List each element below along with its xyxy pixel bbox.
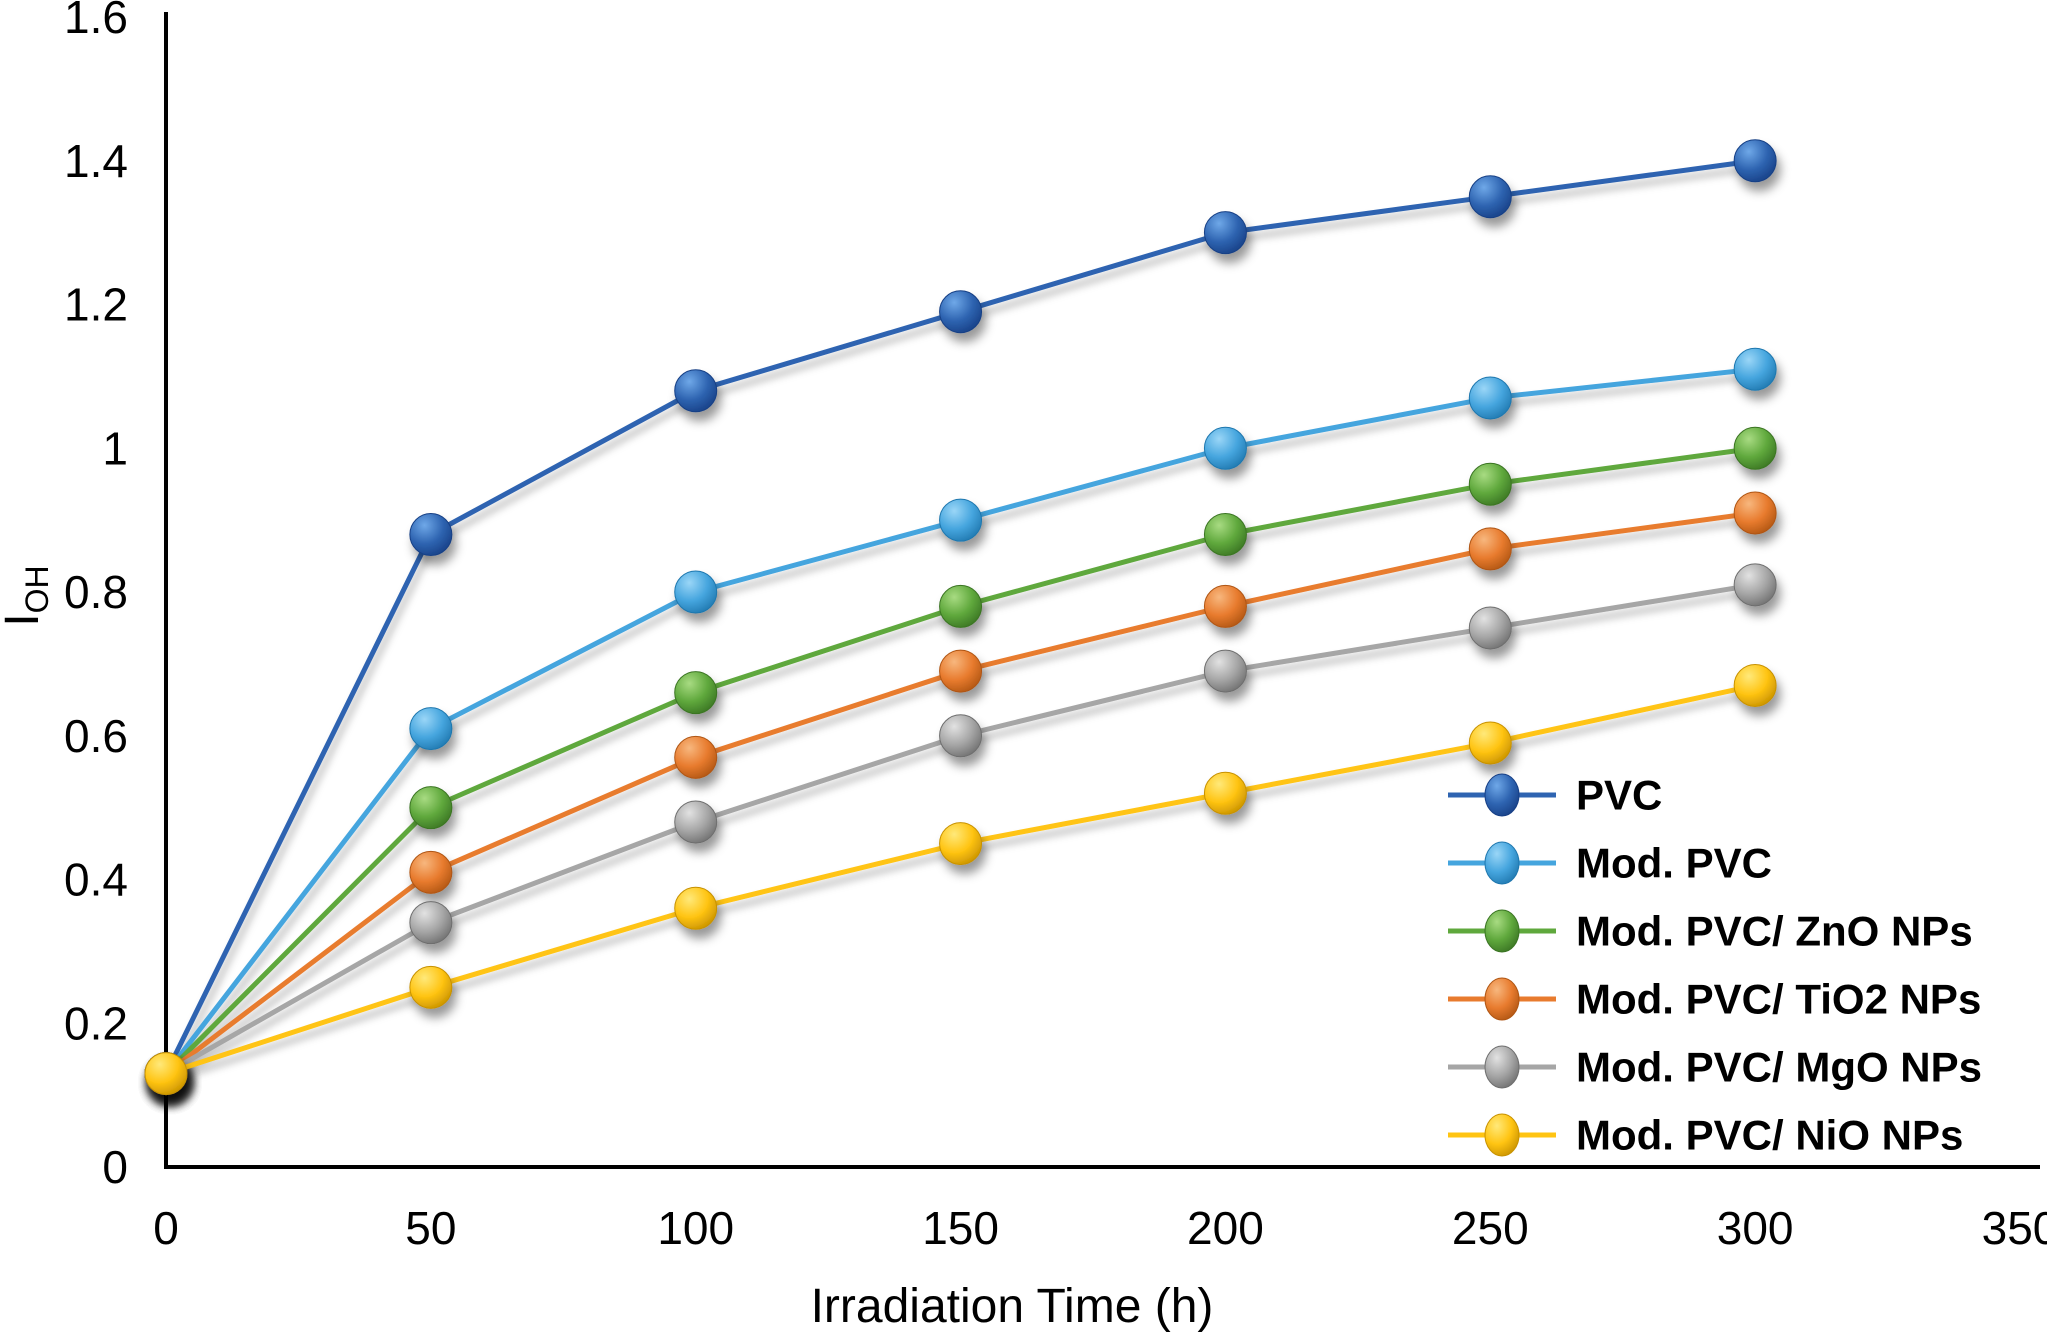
- legend-label: Mod. PVC/ TiO2 NPs: [1576, 976, 1981, 1023]
- data-point-marker: [1203, 649, 1247, 693]
- data-point-marker: [939, 290, 983, 334]
- data-point-marker: [1468, 721, 1512, 765]
- y-axis-title: IOH: [0, 565, 55, 626]
- data-point-marker: [674, 800, 718, 844]
- y-axis-title-sub: OH: [19, 565, 55, 613]
- data-point-marker: [1203, 771, 1247, 815]
- data-point-marker: [674, 735, 718, 779]
- data-point-marker: [674, 886, 718, 930]
- y-tick-label: 0.8: [64, 566, 128, 618]
- data-point-marker: [1733, 139, 1777, 183]
- series-mod-pvc: [144, 347, 1777, 1096]
- data-point-marker: [674, 369, 718, 413]
- data-point-marker: [1733, 491, 1777, 535]
- x-axis-title: Irradiation Time (h): [811, 1280, 1214, 1333]
- y-axis-title-main: I: [0, 613, 49, 626]
- legend-item-mod-pvc-mgo-nps: Mod. PVC/ MgO NPs: [1448, 1044, 1982, 1091]
- data-point-marker: [674, 570, 718, 614]
- data-point-marker: [1468, 527, 1512, 571]
- legend-label: Mod. PVC/ ZnO NPs: [1576, 908, 1973, 955]
- axes: 0 0.2 0.4 0.6 0.8 1 1.2 1.4 1.6 0 50 100 150 200 250 30…: [64, 0, 2047, 1254]
- y-tick-label: 0.6: [64, 710, 128, 762]
- y-tick-label: 1: [102, 422, 128, 474]
- legend-marker-icon: [1484, 773, 1520, 817]
- data-point-marker: [409, 901, 453, 945]
- y-tick-label: 1.2: [64, 279, 128, 331]
- y-tick-label: 0.4: [64, 854, 128, 906]
- legend-marker-icon: [1484, 841, 1520, 885]
- x-tick-label: 250: [1452, 1202, 1529, 1254]
- data-point-marker: [409, 965, 453, 1009]
- series-mod-pvc-nio-nps: [144, 663, 1777, 1096]
- data-point-marker: [409, 786, 453, 830]
- data-point-marker: [1468, 462, 1512, 506]
- y-tick-label: 0: [102, 1141, 128, 1193]
- legend-item-mod-pvc-tio2-nps: Mod. PVC/ TiO2 NPs: [1448, 976, 1981, 1023]
- x-tick-label: 300: [1717, 1202, 1794, 1254]
- legend-label: Mod. PVC/ NiO NPs: [1576, 1112, 1963, 1159]
- x-tick-label: 50: [405, 1202, 456, 1254]
- y-tick-label: 0.2: [64, 997, 128, 1049]
- data-point-marker: [144, 1052, 188, 1096]
- legend-item-mod-pvc-zno-nps: Mod. PVC/ ZnO NPs: [1448, 908, 1973, 955]
- legend-item-mod-pvc-nio-nps: Mod. PVC/ NiO NPs: [1448, 1112, 1963, 1159]
- data-point-marker: [939, 498, 983, 542]
- data-point-marker: [1203, 513, 1247, 556]
- data-point-marker: [1733, 426, 1777, 470]
- legend: PVC Mod. PVC Mod. PVC/ ZnO NPs Mod. PVC/ Ti…: [1448, 772, 1982, 1159]
- data-point-marker: [1468, 175, 1512, 219]
- data-point-marker: [939, 714, 983, 758]
- data-point-marker: [1468, 606, 1512, 650]
- x-tick-label: 200: [1187, 1202, 1264, 1254]
- data-point-marker: [1203, 584, 1247, 628]
- legend-marker-icon: [1484, 1045, 1520, 1089]
- data-point-marker: [939, 649, 983, 693]
- legend-marker-icon: [1484, 977, 1520, 1021]
- y-tick-label: 1.6: [64, 0, 128, 43]
- data-point-marker: [939, 822, 983, 866]
- legend-label: Mod. PVC: [1576, 840, 1772, 887]
- data-point-marker: [409, 850, 453, 894]
- data-point-marker: [1733, 663, 1777, 707]
- x-tick-label: 150: [922, 1202, 999, 1254]
- data-point-marker: [1733, 563, 1777, 607]
- y-tick-label: 1.4: [64, 135, 128, 187]
- data-point-marker: [674, 671, 718, 715]
- x-tick-label: 0: [153, 1202, 179, 1254]
- axis-lines: [164, 12, 2040, 1169]
- legend-marker-icon: [1484, 1113, 1520, 1157]
- legend-label: PVC: [1576, 772, 1662, 819]
- legend-item-mod-pvc: Mod. PVC: [1448, 840, 1772, 887]
- data-point-marker: [409, 513, 453, 556]
- data-point-marker: [1468, 376, 1512, 420]
- series-pvc: [144, 139, 1777, 1096]
- x-tick-label: 100: [657, 1202, 734, 1254]
- legend-item-pvc: PVC: [1448, 772, 1662, 819]
- x-tick-label: 350: [1982, 1202, 2047, 1254]
- data-point-marker: [939, 584, 983, 628]
- data-point-marker: [1733, 347, 1777, 391]
- series: [144, 139, 1777, 1096]
- data-point-marker: [409, 707, 453, 751]
- legend-label: Mod. PVC/ MgO NPs: [1576, 1044, 1982, 1091]
- data-point-marker: [1203, 426, 1247, 470]
- legend-marker-icon: [1484, 909, 1520, 953]
- data-point-marker: [1203, 211, 1247, 255]
